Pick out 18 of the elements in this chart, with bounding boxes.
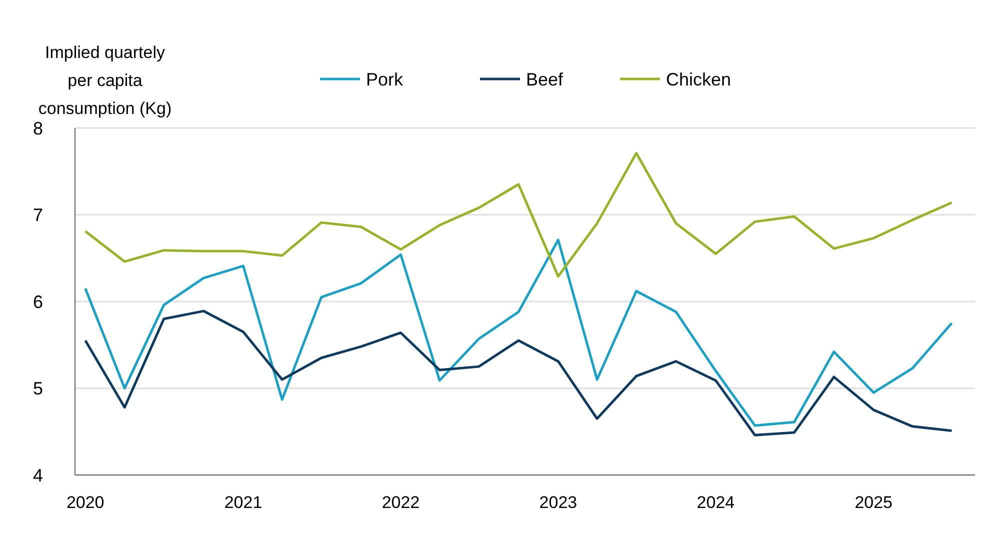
y-axis-title: Implied quartely per capita consumption (Kg) bbox=[38, 43, 172, 118]
x-tick-label: 2023 bbox=[539, 493, 578, 512]
x-tick-label: 2024 bbox=[696, 493, 735, 512]
line-series bbox=[84, 238, 953, 427]
x-tick-label: 2020 bbox=[66, 493, 104, 512]
x-tick-label: 2025 bbox=[854, 493, 893, 512]
y-tick-label: 7 bbox=[32, 205, 44, 226]
x-tick-label: 2021 bbox=[224, 493, 262, 512]
line-series bbox=[84, 152, 953, 278]
legend-label: Beef bbox=[526, 69, 564, 90]
y-tick-label: 6 bbox=[32, 292, 44, 312]
line-series bbox=[84, 310, 953, 436]
x-tick-label: 2022 bbox=[382, 493, 420, 512]
legend-label: Pork bbox=[366, 69, 404, 90]
legend-label: Chicken bbox=[666, 69, 732, 90]
y-tick-label: 5 bbox=[32, 378, 44, 399]
y-tick-label: 8 bbox=[32, 118, 44, 138]
y-tick-label: 4 bbox=[32, 465, 44, 486]
